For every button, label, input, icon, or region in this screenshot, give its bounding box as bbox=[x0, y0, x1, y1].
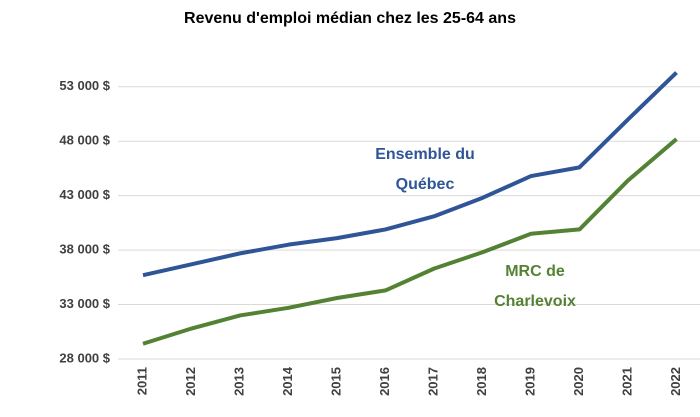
y-tick-label: 53 000 $ bbox=[59, 78, 110, 93]
series-line bbox=[142, 137, 678, 346]
x-tick-label: 2022 bbox=[668, 367, 683, 396]
x-tick-label: 2020 bbox=[571, 367, 586, 396]
x-tick-label: 2016 bbox=[377, 367, 392, 396]
y-tick-label: 43 000 $ bbox=[59, 187, 110, 202]
series-line bbox=[142, 71, 678, 278]
x-tick-label: 2018 bbox=[474, 367, 489, 396]
series-label: MRC de Charlevoix bbox=[494, 263, 576, 310]
x-tick-label: 2013 bbox=[231, 367, 246, 396]
series-label: Ensemble du Québec bbox=[375, 146, 475, 193]
chart-title: Revenu d'emploi médian chez les 25-64 an… bbox=[184, 10, 516, 27]
y-tick-label: 48 000 $ bbox=[59, 133, 110, 148]
y-tick-label: 38 000 $ bbox=[59, 242, 110, 257]
x-tick-label: 2017 bbox=[425, 367, 440, 396]
x-tick-label: 2012 bbox=[183, 367, 198, 396]
x-tick-label: 2015 bbox=[328, 367, 343, 396]
y-tick-label: 28 000 $ bbox=[59, 350, 110, 365]
x-tick-label: 2014 bbox=[280, 366, 295, 396]
y-tick-label: 33 000 $ bbox=[59, 296, 110, 311]
x-tick-label: 2021 bbox=[619, 367, 634, 396]
x-tick-label: 2011 bbox=[134, 367, 149, 395]
x-tick-label: 2019 bbox=[522, 367, 537, 396]
